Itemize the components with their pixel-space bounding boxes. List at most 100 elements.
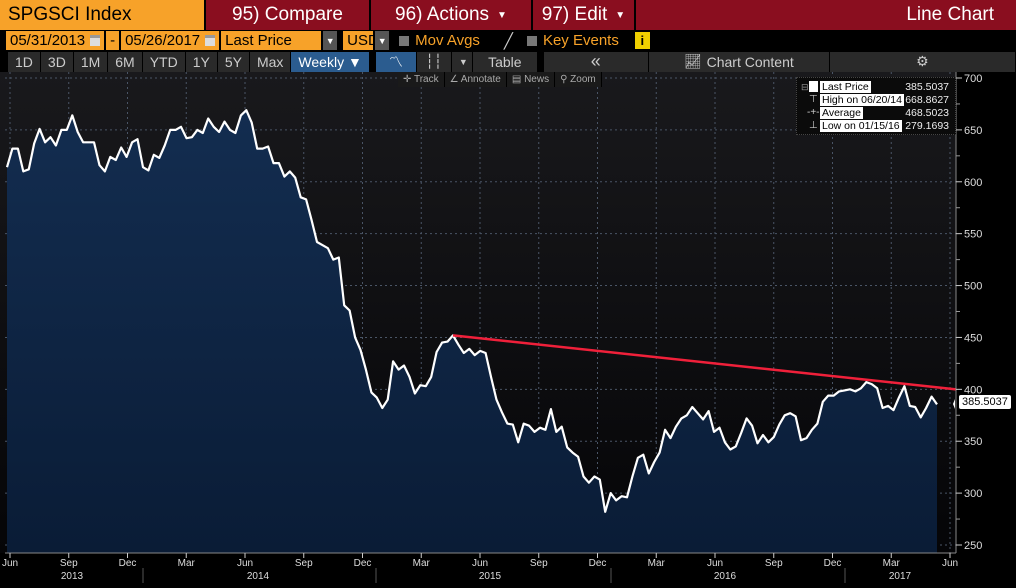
high-marker-icon: ⊤ — [809, 94, 818, 105]
ticker-field[interactable]: SPGSCI Index — [0, 0, 206, 30]
start-date: 05/31/2013 — [10, 32, 86, 49]
y-tick-label: 350 — [964, 436, 982, 448]
mov-avgs-label: Mov Avgs — [415, 32, 480, 49]
x-tick-label: Dec — [354, 558, 372, 569]
pencil-icon[interactable]: ╱ — [503, 32, 513, 50]
x-tick-label: Jun — [472, 558, 488, 569]
y-tick-label: 450 — [964, 332, 982, 344]
legend-high-label: High on 06/20/14 — [820, 94, 904, 106]
legend-average-value: 468.5023 — [905, 107, 949, 119]
legend-last-price-value: 385.5037 — [905, 81, 949, 93]
settings-gear-icon[interactable]: ⚙ — [829, 51, 1015, 72]
title-bar: SPGSCI Index 95) Compare 96) Actions ▼ 97… — [0, 0, 1016, 30]
x-tick-label: Sep — [765, 558, 783, 569]
legend-last-price-label: Last Price — [820, 81, 871, 93]
y-tick-label: 250 — [964, 540, 982, 552]
x-tick-label: Jun — [707, 558, 723, 569]
year-label: 2016 — [714, 571, 737, 582]
table-button[interactable]: Table — [472, 51, 537, 72]
period-ytd[interactable]: YTD — [142, 51, 185, 72]
x-tick-label: Jun — [237, 558, 253, 569]
key-events-label: Key Events — [542, 32, 619, 49]
candlestick-icon[interactable]: ┆┆ — [416, 51, 451, 72]
x-axis-band — [0, 553, 956, 583]
currency-select[interactable]: USD — [343, 31, 379, 50]
info-icon[interactable]: i — [634, 32, 650, 49]
collapse-button[interactable]: « — [543, 51, 648, 72]
legend-low-value: 279.1693 — [905, 120, 949, 132]
x-tick-label: Dec — [589, 558, 607, 569]
period-max[interactable]: Max — [249, 51, 291, 72]
collapse-tree-icon[interactable]: ⊟ — [801, 82, 809, 92]
x-tick-label: Mar — [413, 558, 431, 569]
zoom-button[interactable]: ⚲ Zoom — [555, 72, 602, 87]
period-1m[interactable]: 1M — [73, 51, 108, 72]
x-tick-label: Mar — [178, 558, 196, 569]
trend-line[interactable] — [452, 334, 957, 391]
price-area-fill — [7, 110, 937, 553]
year-label: 2015 — [479, 571, 502, 582]
chart-legend: ⊟ Last Price 385.5037 ⊤ High on 06/20/14… — [796, 77, 956, 135]
frequency-select[interactable]: Weekly ▼ — [291, 51, 369, 72]
start-date-input[interactable]: 05/31/2013 — [6, 31, 105, 50]
chart-content-button[interactable]: 📈︎ Chart Content — [648, 51, 829, 72]
legend-average-label: Average — [820, 107, 863, 119]
edit-menu[interactable]: 97) Edit ▼ — [533, 0, 636, 30]
caret-down-icon: ▼ — [615, 9, 626, 21]
actions-menu[interactable]: 96) Actions ▼ — [371, 0, 533, 30]
x-tick-label: Mar — [648, 558, 666, 569]
y-tick-label: 500 — [964, 281, 982, 293]
news-button[interactable]: ▤ News — [507, 72, 556, 87]
y-tick-label: 300 — [964, 488, 982, 500]
chart-content-label: Chart Content — [706, 53, 794, 70]
last-price-tag: 385.5037 — [953, 395, 1011, 409]
x-tick-label: Dec — [824, 558, 842, 569]
end-date-input[interactable]: 05/26/2017 — [121, 31, 220, 50]
x-tick-label: Dec — [119, 558, 137, 569]
period-1y[interactable]: 1Y — [185, 51, 217, 72]
x-tick-label: Sep — [60, 558, 78, 569]
price-line — [5, 109, 938, 513]
calendar-icon[interactable] — [205, 35, 216, 46]
field-select[interactable]: Last Price — [221, 31, 322, 50]
period-1d[interactable]: 1D — [8, 51, 40, 72]
period-5y[interactable]: 5Y — [217, 51, 249, 72]
controls-bar: 05/31/2013 - 05/26/2017 Last Price ▼ USD… — [0, 30, 1016, 51]
average-marker-icon: -+- — [807, 107, 820, 118]
field-dropdown-icon[interactable]: ▼ — [323, 31, 338, 50]
view-title: Line Chart — [906, 4, 994, 25]
chart-type-dropdown-icon[interactable]: ▼ — [451, 51, 472, 72]
year-label: 2014 — [247, 571, 270, 582]
period-3d[interactable]: 3D — [40, 51, 73, 72]
actions-label: 96) Actions — [395, 4, 490, 25]
chart-content-icon: 📈︎ — [683, 53, 702, 69]
year-label: 2013 — [61, 571, 84, 582]
edit-label: 97) Edit — [541, 4, 608, 25]
x-tick-label: Sep — [295, 558, 313, 569]
caret-down-icon: ▼ — [497, 9, 507, 21]
currency-dropdown-icon[interactable]: ▼ — [375, 31, 390, 50]
compare-button[interactable]: 95) Compare — [206, 0, 371, 30]
track-button[interactable]: ✛ Track — [398, 72, 445, 87]
mov-avgs-checkbox[interactable] — [399, 35, 410, 46]
chart-subtools: ✛ Track ∠ Annotate ▤ News ⚲ Zoom — [398, 72, 602, 87]
end-date: 05/26/2017 — [125, 32, 201, 49]
y-tick-label: 400 — [964, 384, 982, 396]
calendar-icon[interactable] — [90, 35, 101, 46]
key-events-checkbox[interactable] — [526, 35, 537, 46]
y-tick-label: 550 — [964, 229, 982, 241]
x-tick-label: Jun — [2, 558, 18, 569]
y-tick-label: 700 — [964, 73, 982, 85]
x-tick-label: Jun — [942, 558, 958, 569]
line-chart-icon[interactable]: 〽 — [375, 51, 416, 72]
annotate-button[interactable]: ∠ Annotate — [445, 72, 507, 87]
period-6m[interactable]: 6M — [108, 51, 142, 72]
y-tick-label: 600 — [964, 177, 982, 189]
date-dash: - — [106, 31, 120, 50]
x-tick-label: Mar — [883, 558, 901, 569]
low-marker-icon: ⊥ — [809, 120, 818, 131]
legend-low-label: Low on 01/15/16 — [820, 120, 902, 132]
x-tick-label: Sep — [530, 558, 548, 569]
legend-high-value: 668.8627 — [905, 94, 949, 106]
